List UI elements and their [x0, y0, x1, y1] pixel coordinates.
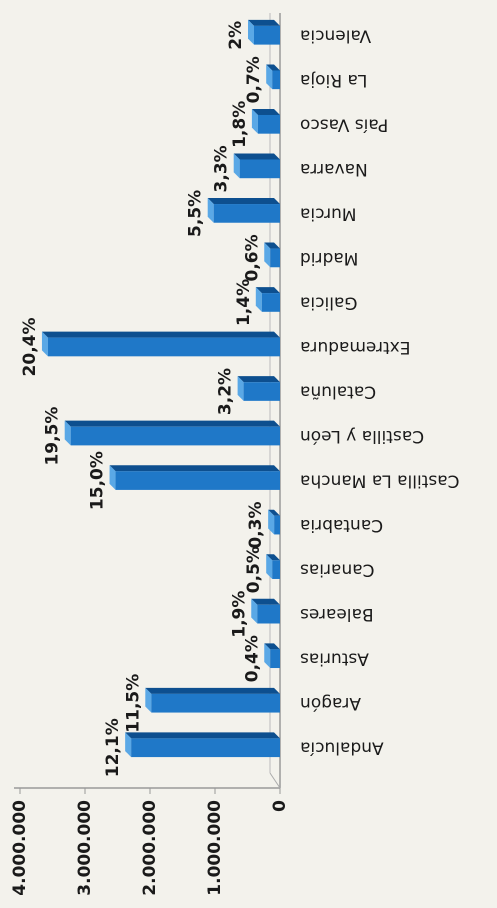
x-tick-label: La Rioja: [300, 70, 367, 90]
bar-side: [125, 732, 280, 739]
bar-side: [255, 287, 280, 294]
x-tick-label: Navarra: [300, 159, 368, 179]
bar-side: [264, 643, 280, 650]
data-label: 11,5%: [123, 674, 143, 733]
x-tick-label: Extremadura: [300, 337, 411, 357]
bar: [270, 649, 280, 669]
data-label: 0,4%: [242, 635, 262, 682]
bar-side: [64, 420, 280, 427]
bar: [239, 159, 280, 179]
bar: [270, 248, 280, 268]
bar-top: [237, 376, 244, 401]
bar: [261, 293, 280, 312]
bar-side: [109, 465, 280, 472]
data-label: 12,1%: [103, 718, 123, 777]
bar-top: [248, 19, 254, 45]
bar: [257, 604, 280, 624]
data-label: 2%: [226, 21, 246, 50]
bar: [115, 471, 280, 490]
data-label: 1,9%: [229, 591, 249, 638]
bar-top: [233, 153, 240, 179]
x-tick-label: Asturias: [300, 649, 369, 669]
x-tick-label: Canarias: [300, 560, 375, 580]
bar-side: [237, 376, 280, 383]
x-tick-label: Valencia: [300, 25, 371, 45]
bar-top: [268, 509, 275, 535]
data-label: 3,2%: [216, 368, 236, 415]
bar-side: [266, 64, 280, 71]
plot: 0 1.000.000 2.000.000 3.000.000 4.000.000 And…: [10, 13, 460, 896]
bar-side: [266, 554, 280, 561]
bar-top: [64, 420, 71, 446]
data-label: 5,5%: [186, 190, 206, 237]
bar: [272, 70, 281, 90]
bar-side: [251, 598, 280, 605]
bar-top: [145, 687, 152, 713]
bar-side: [233, 153, 280, 160]
y-tick-label: 2.000.000: [140, 800, 160, 896]
bar-top: [264, 643, 271, 669]
data-label: 19,5%: [43, 407, 63, 466]
bar: [131, 738, 280, 758]
x-tick-label: Murcia: [300, 203, 357, 223]
data-label: 0,7%: [244, 56, 264, 103]
x-tick-label: Galicia: [300, 292, 358, 312]
data-label: 0,5%: [244, 546, 264, 593]
data-label: 1,4%: [234, 279, 254, 326]
bar-side: [268, 509, 280, 516]
y-tick-label: 4.000.000: [10, 800, 30, 896]
bar: [151, 693, 280, 713]
bar-top: [264, 242, 271, 268]
y-tick-label: 3.000.000: [75, 800, 95, 896]
x-tick-label: Cantabria: [300, 515, 383, 535]
bar-top: [251, 598, 258, 624]
bar-side: [41, 331, 280, 338]
x-tick-label: Aragón: [300, 693, 361, 713]
data-label: 15,0%: [88, 451, 108, 510]
bar: [213, 204, 280, 223]
x-tick-label: Castilla y León: [300, 426, 424, 446]
y-tick-label: 0: [270, 800, 290, 812]
data-label: 0,3%: [246, 502, 266, 549]
x-tick-label: Andalucía: [300, 738, 384, 758]
bar-side: [264, 242, 280, 249]
bar: [243, 382, 281, 401]
bar: [254, 25, 280, 45]
x-tick-label: Cataluña: [300, 382, 376, 402]
x-tick-label: País Vasco: [300, 114, 388, 134]
bar: [257, 114, 280, 134]
bar-top: [251, 108, 258, 134]
bar-side: [145, 687, 280, 694]
x-tick-label: Castilla La Mancha: [300, 471, 460, 491]
data-label: 1,8%: [230, 101, 250, 148]
bar-top: [266, 554, 273, 579]
data-label: 0,6%: [242, 234, 262, 281]
bar-top: [207, 198, 214, 223]
bar: [274, 515, 280, 535]
bar-top: [255, 287, 262, 312]
data-label: 3,3%: [212, 145, 232, 192]
bar-side: [207, 198, 280, 205]
y-tick-label: 1.000.000: [205, 800, 225, 896]
data-label: 20,4%: [20, 317, 40, 376]
bar: [70, 426, 280, 446]
bar-side: [251, 108, 280, 115]
bar-top: [266, 64, 273, 90]
bar: [272, 560, 281, 579]
floor-edge: [269, 772, 281, 789]
bar: [47, 337, 281, 357]
bar-top: [109, 465, 116, 490]
bar-top: [41, 331, 48, 357]
x-tick-label: Madrid: [300, 248, 358, 268]
bar-side: [248, 19, 280, 26]
bar-top: [125, 732, 132, 758]
x-tick-label: Baleares: [300, 604, 374, 624]
